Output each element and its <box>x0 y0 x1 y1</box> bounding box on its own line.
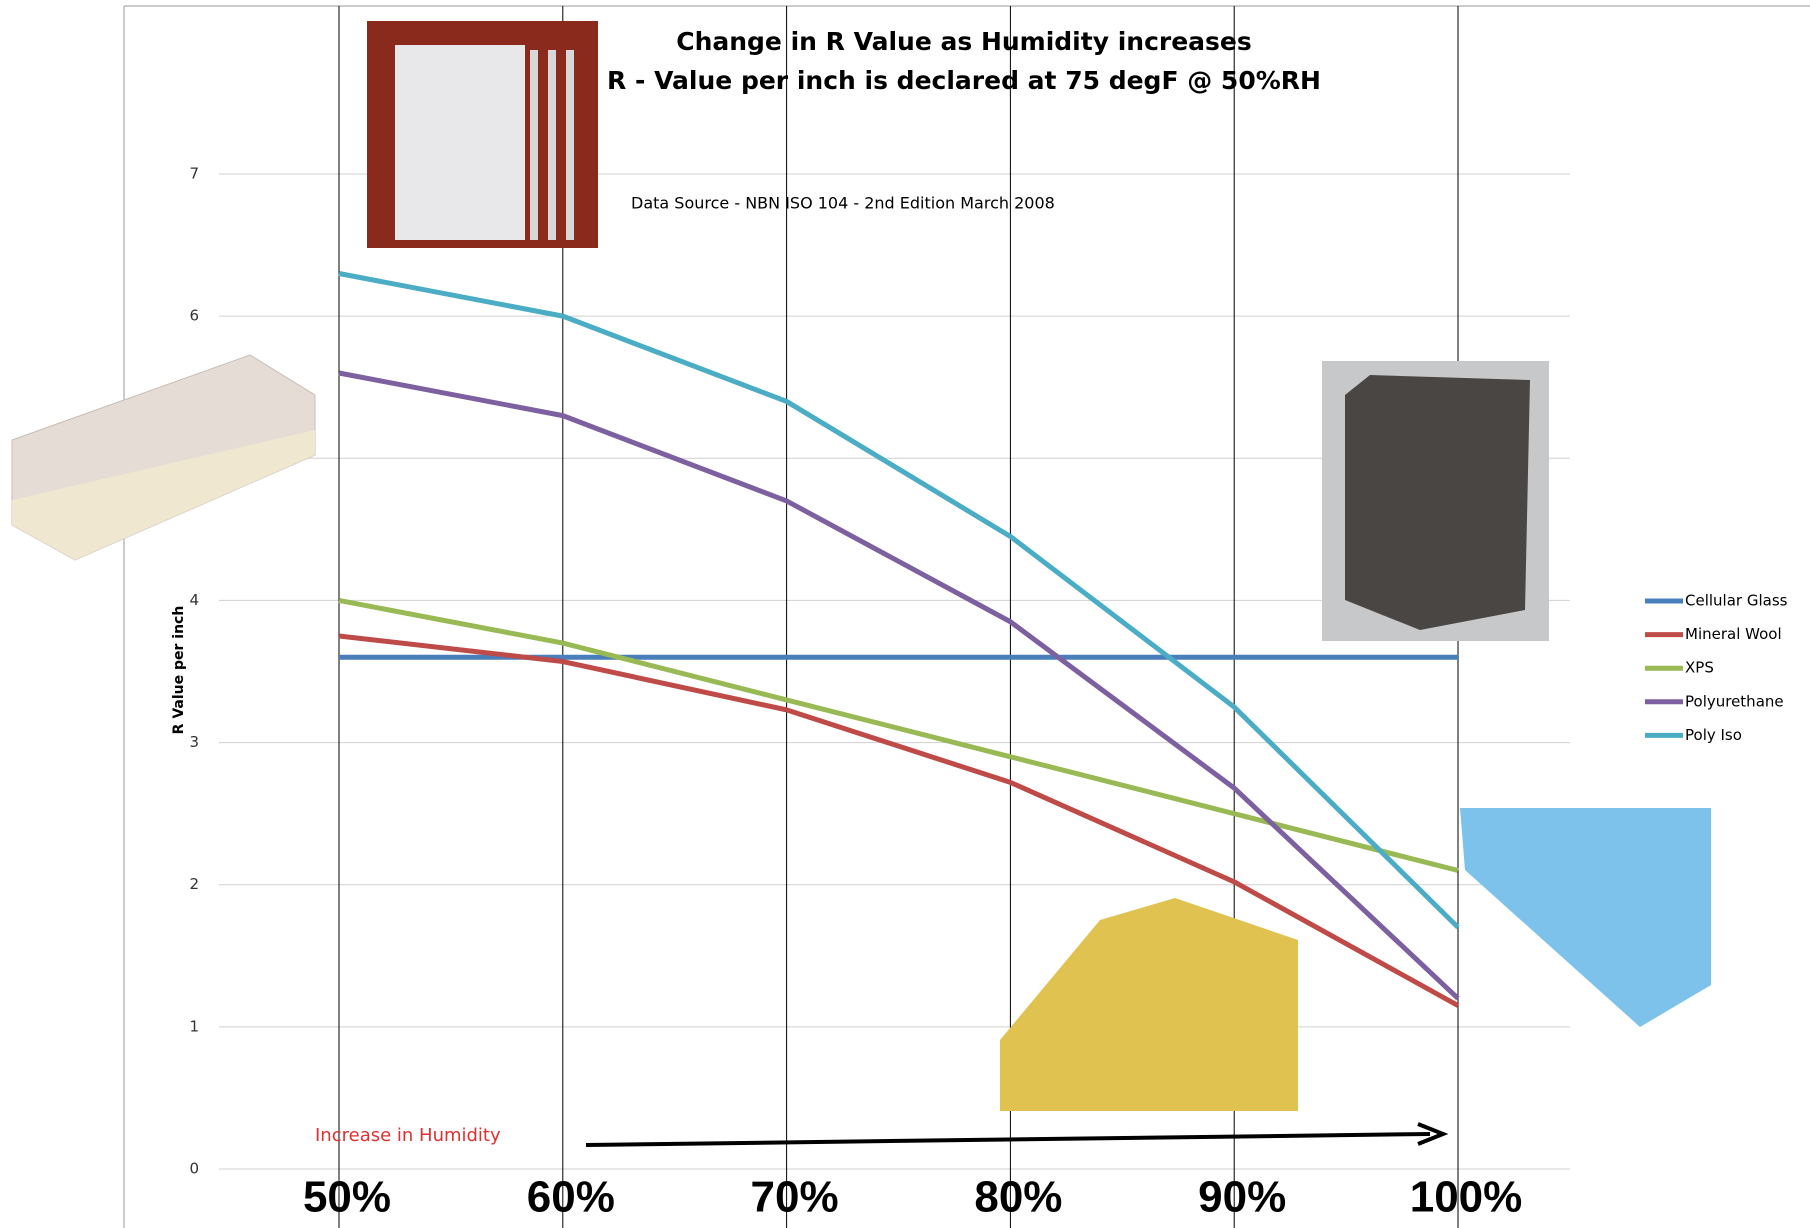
legend-label: Polyurethane <box>1685 692 1784 710</box>
photo-board-edge <box>530 50 538 240</box>
photo-glass-block <box>1345 375 1530 630</box>
x-tick-label: 90% <box>1198 1173 1286 1222</box>
x-tick-label: 50% <box>303 1173 391 1222</box>
humidity-arrow-head <box>1417 1122 1449 1146</box>
series-line <box>338 271 1460 930</box>
y-tick-label: 2 <box>189 875 199 893</box>
legend-label: Mineral Wool <box>1685 625 1782 643</box>
photo-mineral-wool <box>1000 898 1298 1111</box>
y-tick-label: 1 <box>189 1017 199 1035</box>
chart-title: Change in R Value as Humidity increases <box>676 27 1252 56</box>
y-axis-label: R Value per inch <box>171 606 187 735</box>
humidity-note: Increase in Humidity <box>315 1125 501 1146</box>
series-line <box>338 597 1459 873</box>
photo-board-edge <box>548 50 556 240</box>
humidity-arrow <box>585 1132 1431 1147</box>
y-tick-label: 0 <box>189 1160 199 1178</box>
series-line <box>338 370 1460 1001</box>
chart-subtitle: R - Value per inch is declared at 75 deg… <box>607 66 1321 95</box>
photo-xps-boards <box>1460 808 1711 1027</box>
photos <box>11 21 1711 1111</box>
photo-board-face <box>395 45 525 240</box>
y-tick-label: 7 <box>189 165 199 183</box>
x-tick-label: 70% <box>751 1173 839 1222</box>
y-tick-label: 6 <box>189 307 199 325</box>
legend-label: Poly Iso <box>1685 726 1742 744</box>
x-tick-label: 80% <box>974 1173 1062 1222</box>
y-tick-label: 3 <box>189 733 199 751</box>
x-tick-label: 60% <box>527 1173 615 1222</box>
series-line <box>338 633 1460 1008</box>
legend-label: Cellular Glass <box>1685 592 1788 610</box>
x-tick-label: 100% <box>1410 1173 1523 1222</box>
photo-board-edge <box>566 50 574 240</box>
photo-foam-panels-side <box>12 430 315 560</box>
legend-label: XPS <box>1685 659 1714 677</box>
data-source-note: Data Source - NBN ISO 104 - 2nd Edition … <box>631 194 1055 213</box>
over-layer: 50% 60% 70% 80% 90% 100% Cellular Glass Mineral… <box>303 271 1788 1222</box>
y-tick-label: 4 <box>189 591 199 609</box>
